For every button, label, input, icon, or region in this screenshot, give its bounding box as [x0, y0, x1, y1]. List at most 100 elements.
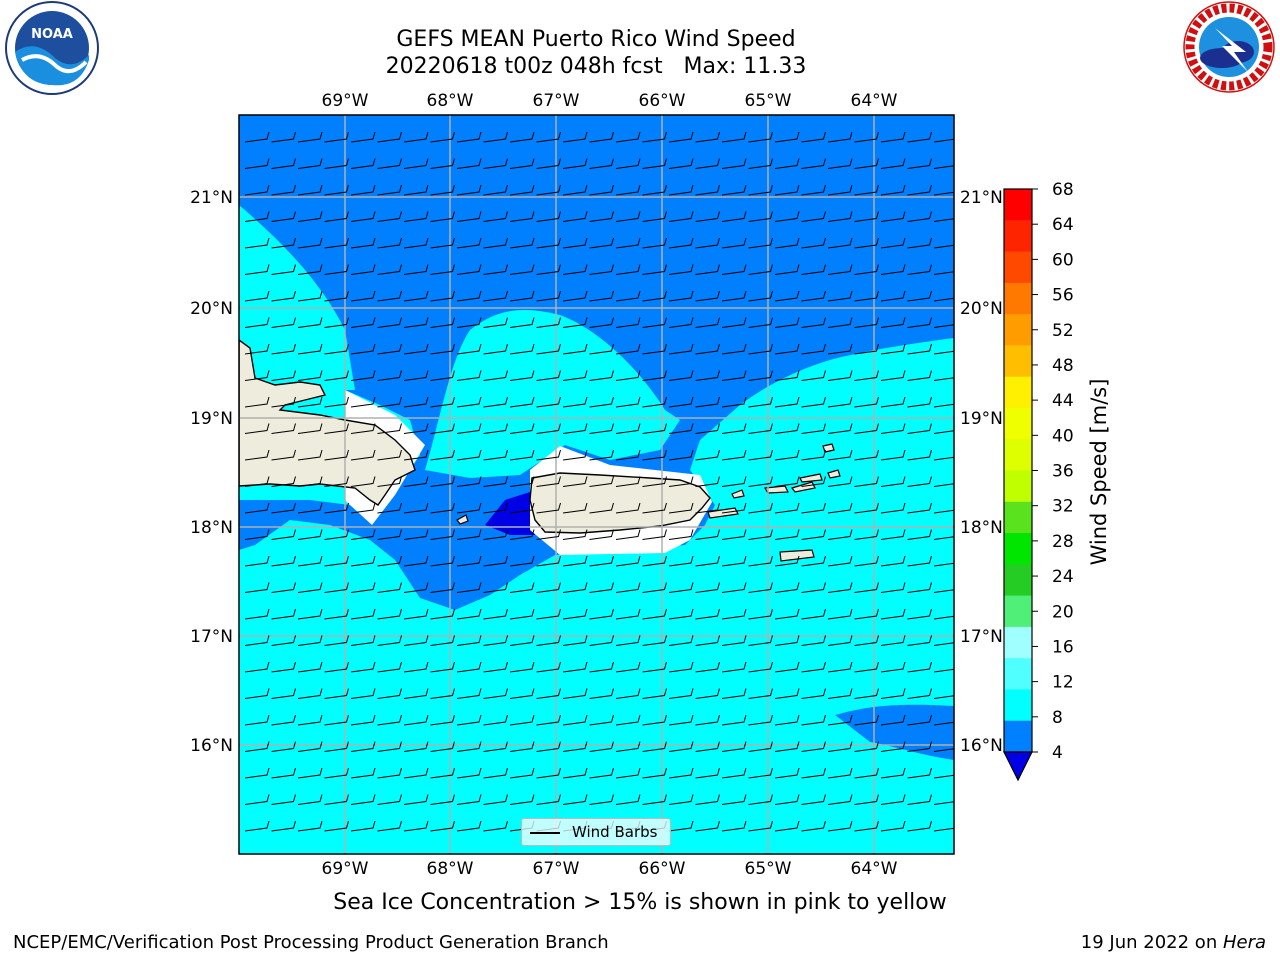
- forecast-subtitle: 20220618 t00z 048h fcst Max: 11.33: [385, 54, 807, 79]
- wind-barb: [774, 131, 800, 143]
- wind-barb: [589, 608, 614, 620]
- wind-barb: [827, 449, 853, 461]
- wind-barb: [403, 449, 429, 461]
- wind-barb: [403, 317, 429, 328]
- colorbar-segment: [1004, 345, 1032, 378]
- wind-barb: [377, 370, 402, 381]
- lat-tick-label-left: 17°N: [190, 627, 233, 647]
- wind-barb: [748, 820, 773, 832]
- wind-barb: [403, 396, 429, 408]
- wind-barb: [615, 741, 641, 752]
- wind-barb: [536, 714, 561, 726]
- wind-barb: [430, 582, 455, 593]
- footer-date-text: 19 Jun 2022 on: [1080, 932, 1223, 953]
- wind-barb: [562, 476, 588, 487]
- wind-barb: [456, 767, 482, 779]
- wind-barb: [430, 555, 455, 567]
- svg-text:NOAA: NOAA: [31, 27, 73, 42]
- wind-barb: [748, 555, 773, 567]
- wind-barb: [377, 820, 402, 832]
- wind-barb: [271, 794, 296, 805]
- wind-barb: [695, 661, 720, 673]
- wind-barb: [615, 423, 641, 434]
- wind-barb: [827, 476, 853, 487]
- wind-barb: [801, 158, 826, 169]
- wind-barb: [615, 582, 641, 593]
- wind-barb: [403, 131, 429, 143]
- lon-tick-label-bottom: 64°W: [851, 859, 898, 879]
- wind-barb: [536, 767, 561, 779]
- wind-barb: [350, 767, 376, 779]
- wind-barb: [297, 317, 323, 328]
- wind-barb: [297, 714, 323, 726]
- wind-barb: [748, 317, 773, 328]
- wind-barb: [668, 449, 694, 461]
- wind-barb: [880, 635, 906, 646]
- wind-barb: [244, 529, 270, 540]
- wind-barb: [774, 794, 800, 805]
- wind-barb: [589, 264, 614, 275]
- wind-barb: [854, 794, 879, 805]
- wind-barb: [774, 714, 800, 726]
- wind-barb: [880, 741, 906, 752]
- wind-barb: [748, 211, 773, 222]
- wind-barb: [880, 264, 906, 275]
- wind-barb: [483, 820, 508, 832]
- wind-barb: [456, 608, 482, 620]
- wind-barb: [297, 396, 323, 408]
- wind-barb: [642, 423, 667, 434]
- wind-barb: [854, 502, 879, 514]
- wind-barb: [642, 158, 667, 169]
- wind-barb: [456, 529, 482, 540]
- wind-barb: [615, 794, 641, 805]
- colorbar-extend-triangle: [1003, 751, 1033, 782]
- wind-barb: [430, 714, 455, 726]
- colorbar-segment: [1004, 439, 1032, 471]
- wind-barb: [377, 237, 402, 249]
- wind-barb: [377, 608, 402, 620]
- wind-barb: [854, 423, 879, 434]
- wind-barb: [933, 138, 954, 143]
- colorbar-tick-label: 64: [1052, 215, 1074, 235]
- wind-barb: [562, 449, 588, 461]
- wind-barb: [642, 608, 667, 620]
- wind-barb: [721, 767, 747, 779]
- wind-barb: [907, 529, 932, 540]
- wind-barb: [244, 794, 270, 805]
- wind-barb: [668, 423, 694, 434]
- wind-barb: [483, 211, 508, 222]
- wind-barb: [721, 502, 747, 514]
- wind-barb: [589, 741, 614, 752]
- wind-barb: [483, 184, 508, 196]
- wind-barb: [907, 714, 932, 726]
- wind-barb: [509, 688, 535, 699]
- wind-barb: [721, 158, 747, 169]
- wind-barb: [854, 820, 879, 832]
- wind-barb: [403, 343, 429, 355]
- wind-barb: [536, 184, 561, 196]
- wind-barb: [509, 343, 535, 355]
- colorbar-tick-label: 4: [1052, 743, 1063, 763]
- wind-barb: [880, 820, 906, 832]
- wind-barb: [483, 582, 508, 593]
- wind-barb: [774, 264, 800, 275]
- wind-barb: [615, 211, 641, 222]
- wind-barb: [297, 131, 323, 143]
- wind-barb: [933, 668, 954, 673]
- wind-barb: [854, 608, 879, 620]
- wind-barb: [933, 244, 954, 249]
- wind-barb: [430, 264, 455, 275]
- wind-barb: [456, 661, 482, 673]
- wind-barb: [615, 343, 641, 355]
- wind-barb: [827, 264, 853, 275]
- wind-barb: [271, 714, 296, 726]
- wind-barb: [509, 290, 535, 302]
- wind-barb: [668, 184, 694, 196]
- wind-barb: [536, 741, 561, 752]
- wind-barb: [907, 423, 932, 434]
- wind-barb: [774, 237, 800, 249]
- wind-barb: [483, 396, 508, 408]
- wind-barb: [668, 502, 694, 514]
- wind-barb: [827, 211, 853, 222]
- wind-barb: [271, 608, 296, 620]
